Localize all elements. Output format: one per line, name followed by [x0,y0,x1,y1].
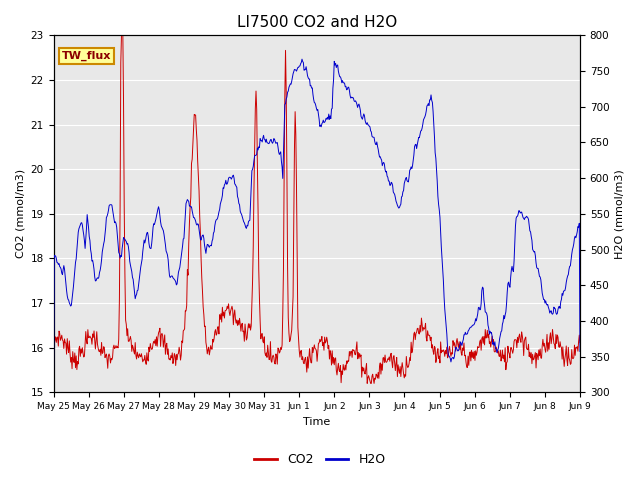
Text: TW_flux: TW_flux [61,50,111,61]
Legend: CO2, H2O: CO2, H2O [250,448,390,471]
Y-axis label: CO2 (mmol/m3): CO2 (mmol/m3) [15,169,25,258]
X-axis label: Time: Time [303,417,330,427]
Y-axis label: H2O (mmol/m3): H2O (mmol/m3) [615,169,625,259]
Title: LI7500 CO2 and H2O: LI7500 CO2 and H2O [237,15,397,30]
